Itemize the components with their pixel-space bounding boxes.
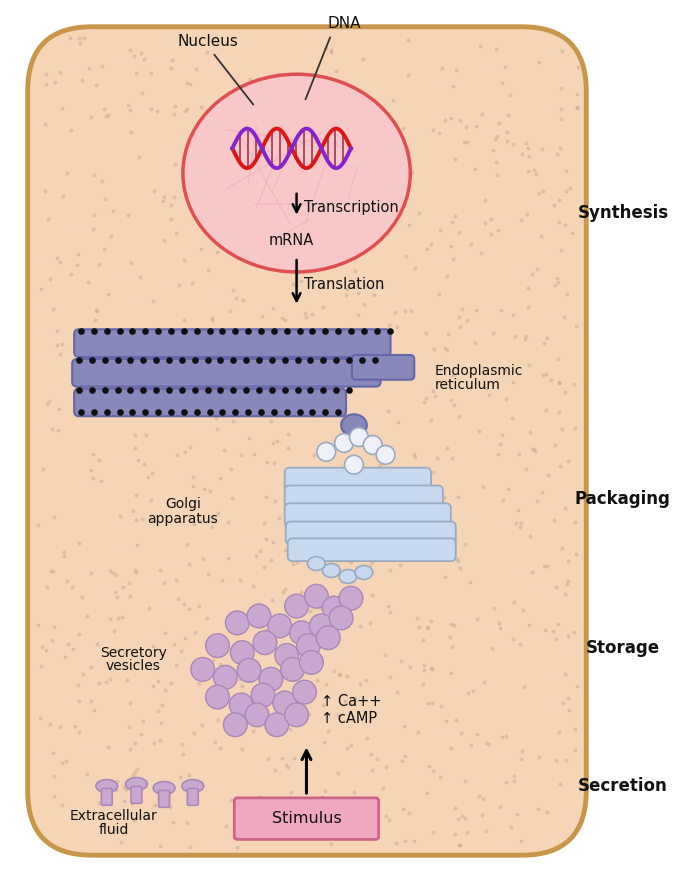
- FancyBboxPatch shape: [158, 790, 169, 807]
- Ellipse shape: [182, 780, 203, 793]
- FancyBboxPatch shape: [285, 486, 443, 510]
- Ellipse shape: [322, 563, 340, 577]
- FancyBboxPatch shape: [285, 503, 451, 527]
- Circle shape: [339, 586, 363, 610]
- Ellipse shape: [339, 569, 357, 583]
- Text: Nucleus: Nucleus: [177, 33, 238, 48]
- Circle shape: [309, 614, 333, 638]
- Circle shape: [305, 584, 328, 608]
- Text: mRNA: mRNA: [269, 233, 314, 248]
- Circle shape: [296, 634, 320, 657]
- FancyBboxPatch shape: [288, 539, 456, 561]
- Text: DNA: DNA: [327, 16, 361, 31]
- Text: Transcription: Transcription: [305, 200, 399, 216]
- Ellipse shape: [355, 566, 373, 579]
- Circle shape: [292, 680, 316, 704]
- FancyBboxPatch shape: [200, 331, 225, 414]
- Circle shape: [329, 606, 353, 630]
- Circle shape: [225, 611, 249, 634]
- Text: Secretory: Secretory: [100, 646, 167, 659]
- Text: Packaging: Packaging: [575, 490, 670, 509]
- Text: Extracellular: Extracellular: [70, 809, 158, 823]
- Circle shape: [273, 691, 296, 715]
- FancyBboxPatch shape: [74, 389, 346, 416]
- Circle shape: [214, 665, 237, 689]
- FancyBboxPatch shape: [235, 798, 379, 840]
- Text: vesicles: vesicles: [106, 659, 161, 673]
- Circle shape: [350, 428, 369, 446]
- Text: Secretion: Secretion: [578, 777, 668, 795]
- Text: reticulum: reticulum: [435, 378, 501, 392]
- Circle shape: [253, 631, 277, 655]
- Circle shape: [363, 436, 382, 454]
- FancyBboxPatch shape: [28, 26, 586, 855]
- Text: Storage: Storage: [585, 639, 660, 656]
- Circle shape: [300, 650, 323, 674]
- FancyBboxPatch shape: [188, 788, 198, 805]
- Ellipse shape: [126, 778, 148, 790]
- Ellipse shape: [96, 780, 118, 793]
- Circle shape: [205, 634, 229, 657]
- FancyBboxPatch shape: [285, 467, 431, 491]
- Text: Golgi: Golgi: [165, 497, 201, 511]
- FancyBboxPatch shape: [131, 787, 142, 803]
- Circle shape: [205, 686, 229, 709]
- Circle shape: [285, 703, 309, 727]
- Ellipse shape: [341, 414, 367, 436]
- FancyBboxPatch shape: [259, 331, 285, 414]
- Circle shape: [231, 641, 254, 664]
- Circle shape: [285, 594, 309, 618]
- Circle shape: [259, 667, 283, 691]
- Circle shape: [275, 643, 299, 667]
- Circle shape: [247, 604, 271, 627]
- FancyBboxPatch shape: [286, 522, 456, 545]
- Circle shape: [191, 657, 214, 681]
- Circle shape: [268, 614, 292, 638]
- Text: ↑ cAMP: ↑ cAMP: [322, 711, 377, 726]
- Circle shape: [316, 626, 340, 649]
- Circle shape: [317, 443, 336, 461]
- Circle shape: [229, 693, 253, 717]
- Text: Endoplasmic: Endoplasmic: [435, 363, 524, 378]
- Text: apparatus: apparatus: [148, 512, 218, 526]
- Ellipse shape: [307, 557, 325, 570]
- Circle shape: [322, 597, 346, 620]
- Circle shape: [265, 713, 289, 737]
- Circle shape: [237, 658, 261, 682]
- Circle shape: [245, 703, 269, 727]
- FancyBboxPatch shape: [72, 359, 381, 386]
- Ellipse shape: [183, 74, 410, 272]
- FancyBboxPatch shape: [352, 355, 414, 379]
- Text: Synthesis: Synthesis: [577, 203, 668, 222]
- Circle shape: [335, 434, 354, 452]
- Text: Translation: Translation: [303, 277, 384, 292]
- FancyBboxPatch shape: [133, 331, 159, 414]
- FancyBboxPatch shape: [101, 788, 112, 805]
- Circle shape: [345, 455, 363, 474]
- Circle shape: [290, 621, 313, 645]
- Circle shape: [251, 683, 275, 707]
- Circle shape: [376, 445, 395, 465]
- Text: fluid: fluid: [99, 823, 129, 837]
- Ellipse shape: [153, 781, 175, 795]
- Circle shape: [224, 713, 247, 737]
- Text: Stimulus: Stimulus: [271, 811, 341, 826]
- Text: ↑ Ca++: ↑ Ca++: [322, 694, 381, 709]
- Circle shape: [281, 657, 305, 681]
- FancyBboxPatch shape: [74, 329, 390, 357]
